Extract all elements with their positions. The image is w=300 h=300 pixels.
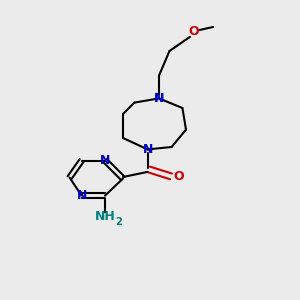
Text: N: N bbox=[76, 189, 87, 202]
Text: N: N bbox=[154, 92, 164, 105]
Text: O: O bbox=[188, 25, 199, 38]
Text: NH: NH bbox=[94, 209, 116, 223]
Text: 2: 2 bbox=[115, 217, 122, 227]
Text: N: N bbox=[154, 92, 164, 105]
Text: N: N bbox=[142, 143, 153, 156]
Text: N: N bbox=[100, 154, 110, 167]
Text: O: O bbox=[173, 170, 184, 183]
